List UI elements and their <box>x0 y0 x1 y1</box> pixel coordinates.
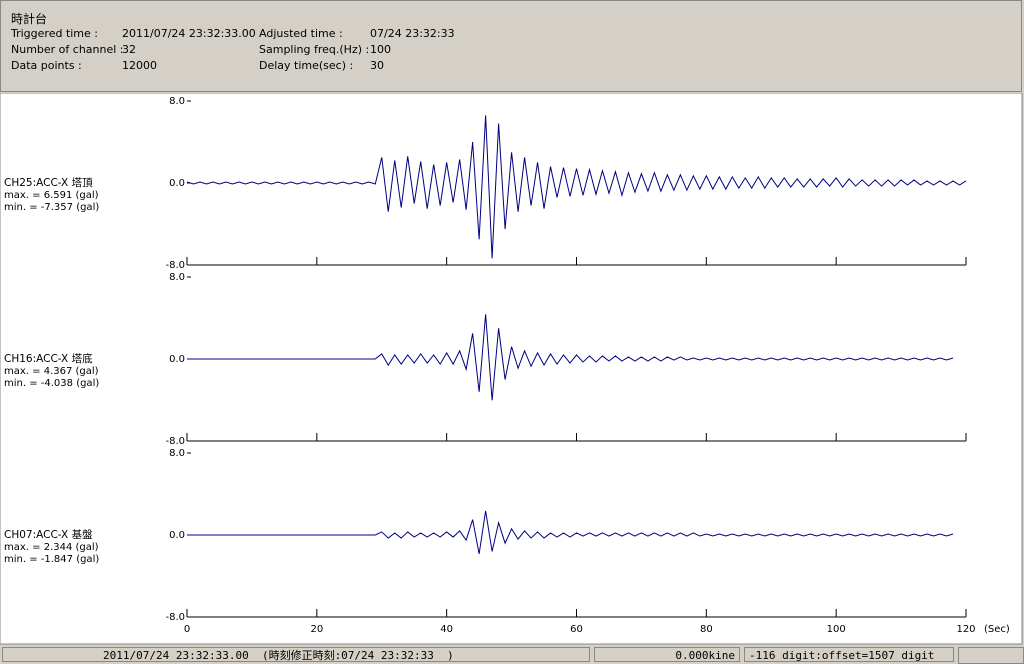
waveform <box>187 510 954 555</box>
field-value: 30 <box>370 59 384 72</box>
waveform <box>187 314 954 401</box>
field-label: Triggered time : <box>11 27 98 40</box>
status-blank <box>958 647 1024 664</box>
channel-max: max. = 2.344 (gal) <box>4 542 99 553</box>
status-digit: -116 digit:offset=1507 digit <box>744 647 954 662</box>
channel-max: max. = 6.591 (gal) <box>4 190 99 201</box>
field-value: 2011/07/24 23:32:33.00 <box>122 27 256 40</box>
x-tick-label: 120 <box>956 624 975 635</box>
y-tick-label: -8.0 <box>165 436 185 447</box>
y-tick-label: 0.0 <box>169 530 185 541</box>
field-label: Delay time(sec) : <box>259 59 354 72</box>
channel-title: CH25:ACC-X 塔頂 <box>4 176 93 189</box>
field-value: 32 <box>122 43 136 56</box>
channel-min: min. = -7.357 (gal) <box>4 202 99 213</box>
y-tick-label: 8.0 <box>169 96 185 107</box>
field-label: Adjusted time : <box>259 27 343 40</box>
y-tick-label: -8.0 <box>165 260 185 271</box>
status-time: 2011/07/24 23:32:33.00 (時刻修正時刻:07/24 23:… <box>2 647 590 662</box>
channel-title: CH07:ACC-X 基盤 <box>4 528 93 541</box>
x-axis-label: (Sec) <box>984 624 1010 635</box>
x-tick-label: 20 <box>310 624 323 635</box>
channel-min: min. = -1.847 (gal) <box>4 554 99 565</box>
channel-min: min. = -4.038 (gal) <box>4 378 99 389</box>
plot-background <box>0 93 1023 645</box>
waveform <box>186 115 967 259</box>
field-value: 100 <box>370 43 391 56</box>
x-tick-label: 0 <box>184 624 190 635</box>
y-tick-label: 0.0 <box>169 178 185 189</box>
y-tick-label: 8.0 <box>169 448 185 459</box>
status-velocity: 0.000kine <box>594 647 740 662</box>
x-tick-label: 60 <box>570 624 583 635</box>
channel-title: CH16:ACC-X 塔底 <box>4 352 93 365</box>
x-tick-label: 100 <box>827 624 846 635</box>
field-label: Number of channel : <box>11 43 124 56</box>
channel-max: max. = 4.367 (gal) <box>4 366 99 377</box>
field-value: 12000 <box>122 59 157 72</box>
status-bar: 2011/07/24 23:32:33.00 (時刻修正時刻:07/24 23:… <box>0 646 1024 664</box>
header-title: 時計台 <box>11 12 48 26</box>
y-tick-label: 8.0 <box>169 272 185 283</box>
y-tick-label: 0.0 <box>169 354 185 365</box>
header: 時計台 Triggered time : 2011/07/24 23:32:33… <box>0 0 1022 92</box>
x-tick-label: 80 <box>700 624 713 635</box>
y-tick-label: -8.0 <box>165 612 185 623</box>
field-label: Data points : <box>11 59 82 72</box>
field-label: Sampling freq.(Hz) : <box>259 43 370 56</box>
x-tick-label: 40 <box>440 624 453 635</box>
field-value: 07/24 23:32:33 <box>370 27 455 40</box>
